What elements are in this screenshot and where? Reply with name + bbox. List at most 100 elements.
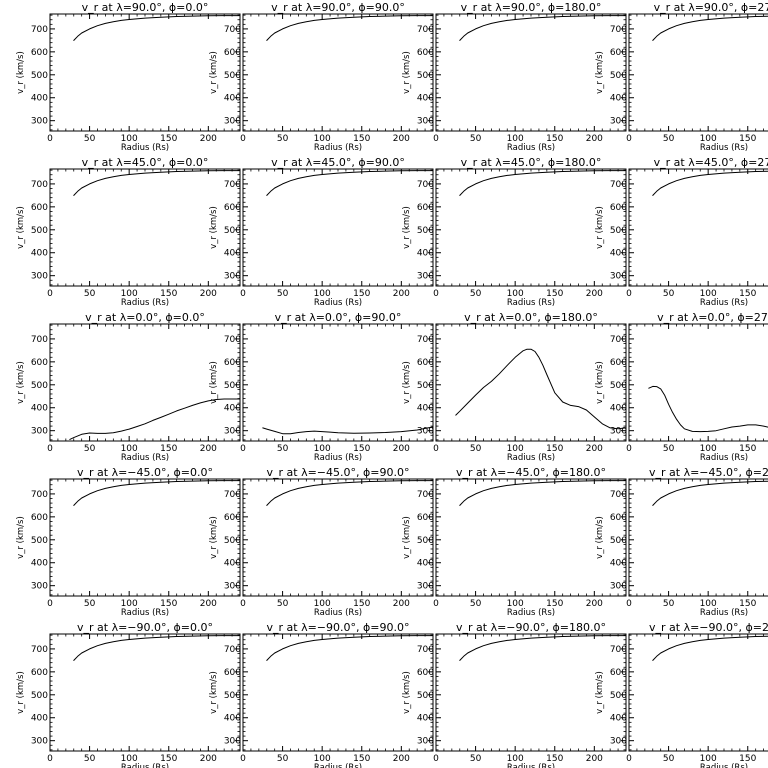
x-tick-label: 0 [626,289,632,299]
series-line [69,398,241,440]
series-line [652,480,768,506]
y-tick-label: 600 [31,513,48,523]
x-tick-label: 200 [393,444,410,454]
y-tick-label: 300 [31,427,48,437]
x-tick-label: 0 [240,289,246,299]
series-line [266,15,434,41]
y-axis-label: v_r (km/s) [16,51,26,94]
series-line [652,170,768,196]
y-tick-label: 700 [610,25,627,35]
x-tick-label: 0 [626,599,632,609]
panel-title: v_r at λ=45.0°, ϕ=0.0° [82,156,209,169]
plot-frame [628,478,768,597]
y-tick-label: 600 [224,668,241,678]
y-tick-label: 600 [610,668,627,678]
x-tick-label: 200 [393,134,410,144]
x-tick-label: 200 [586,289,603,299]
panel-4-3: v_r at λ=−90.0°, ϕ=270.0°050100150200300… [595,621,768,768]
y-axis-label: v_r (km/s) [402,51,412,94]
y-axis-label: v_r (km/s) [402,206,412,249]
x-tick-label: 50 [277,754,289,764]
y-tick-label: 600 [417,203,434,213]
x-axis-label: Radius (Rs) [700,453,748,463]
panel-1-0: v_r at λ=45.0°, ϕ=0.0° 0 50 100 150 200 300 400… [16,156,241,308]
y-tick-label: 300 [224,427,241,437]
y-tick-label: 500 [417,226,434,236]
x-axis-label: Radius (Rs) [314,763,362,768]
x-tick-label: 100 [507,754,524,764]
y-tick-label: 400 [224,404,241,414]
panel-title: v_r at λ=90.0°, ϕ=270.0° [654,1,768,14]
y-tick-label: 600 [224,203,241,213]
y-tick-label: 300 [610,427,627,437]
x-tick-label: 100 [121,599,138,609]
x-tick-label: 100 [314,754,331,764]
panel-title: v_r at λ=45.0°, ϕ=90.0° [271,156,405,169]
x-tick-label: 50 [277,444,289,454]
y-tick-label: 500 [417,381,434,391]
y-tick-label: 400 [224,249,241,259]
y-axis-label: v_r (km/s) [595,671,605,714]
x-tick-label: 200 [586,444,603,454]
y-tick-label: 600 [610,203,627,213]
y-tick-label: 500 [417,536,434,546]
y-tick-label: 600 [31,203,48,213]
plot-frame [628,323,768,442]
y-tick-label: 600 [31,358,48,368]
panel-title: v_r at λ=−45.0°, ϕ=90.0° [267,466,410,479]
x-axis-label: Radius (Rs) [507,763,555,768]
x-tick-label: 150 [739,134,756,144]
y-tick-label: 600 [224,358,241,368]
y-tick-label: 400 [224,559,241,569]
y-tick-label: 400 [610,559,627,569]
y-tick-label: 400 [610,94,627,104]
y-tick-label: 300 [224,272,241,282]
plot-frame [628,168,768,287]
y-tick-label: 700 [610,645,627,655]
panel-2-2: v_r at λ=0.0°, ϕ=180.0° 0 50 100 150 200 300 40… [402,311,627,463]
series-line [652,15,768,41]
x-tick-label: 0 [47,444,53,454]
y-tick-label: 300 [224,582,241,592]
x-tick-label: 50 [470,444,482,454]
panel-0-2: v_r at λ=90.0°, ϕ=180.0° 0 50 100 150 200 300 4… [402,1,627,153]
series-line [73,170,241,196]
y-tick-label: 400 [224,714,241,724]
x-tick-label: 0 [240,754,246,764]
y-tick-label: 700 [31,490,48,500]
panel-0-1: v_r at λ=90.0°, ϕ=90.0° 0 50 100 150 200 300 40… [209,1,434,153]
x-tick-label: 0 [240,599,246,609]
x-tick-label: 50 [663,134,675,144]
series-line [73,635,241,661]
series-line [459,15,627,41]
x-tick-label: 0 [240,134,246,144]
panel-title: v_r at λ=−45.0°, ϕ=270.0° [649,466,768,479]
x-axis-label: Radius (Rs) [314,608,362,618]
panel-2-0: v_r at λ=0.0°, ϕ=0.0° 0 50 100 150 200 300 400 5… [16,311,241,463]
x-tick-label: 150 [739,289,756,299]
y-tick-label: 500 [31,536,48,546]
y-tick-label: 600 [417,513,434,523]
x-tick-label: 200 [586,599,603,609]
y-tick-label: 500 [224,226,241,236]
y-tick-label: 700 [610,335,627,345]
x-tick-label: 200 [200,754,217,764]
x-tick-label: 100 [314,289,331,299]
x-tick-label: 100 [700,599,717,609]
series-line [648,385,768,433]
x-tick-label: 150 [546,754,563,764]
y-tick-label: 600 [31,48,48,58]
y-tick-label: 700 [31,180,48,190]
x-tick-label: 100 [507,444,524,454]
x-tick-label: 100 [121,134,138,144]
x-tick-label: 0 [433,289,439,299]
x-tick-label: 100 [121,444,138,454]
x-tick-label: 0 [47,754,53,764]
x-axis-label: Radius (Rs) [121,298,169,308]
panel-4-1: v_r at λ=−90.0°, ϕ=90.0° 0 50 100 150 200 300 4… [209,621,434,768]
series-line [73,480,241,506]
y-tick-label: 300 [224,117,241,127]
y-tick-label: 500 [31,71,48,81]
y-tick-label: 700 [417,335,434,345]
